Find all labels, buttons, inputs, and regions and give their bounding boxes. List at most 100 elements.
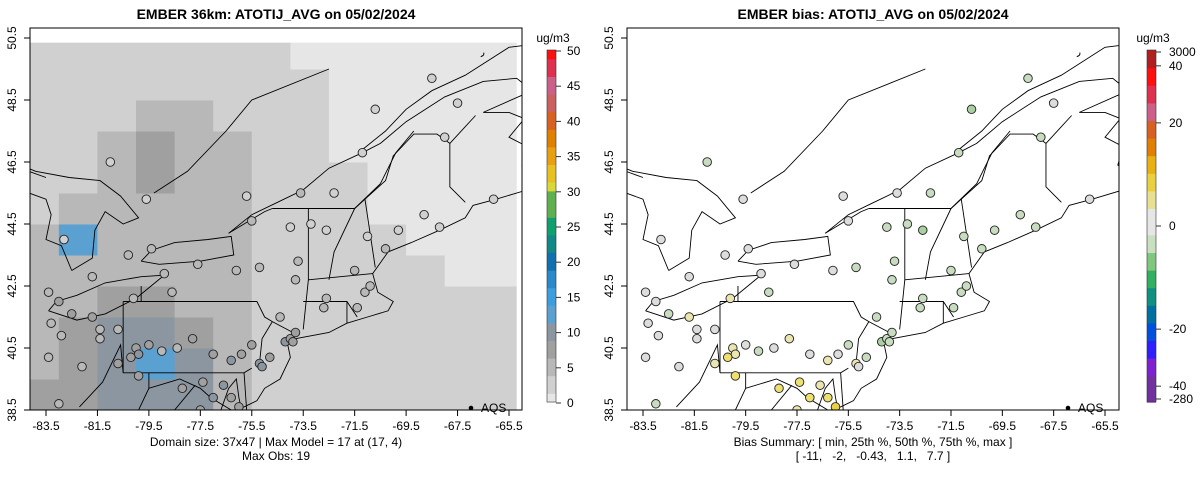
model-cell [136,162,176,194]
station-point [87,271,98,282]
state-border [243,372,248,410]
colorbar-swatch [547,261,556,271]
model-cell [97,131,137,163]
colorbar-swatch [1147,111,1156,121]
station-point [126,352,136,363]
model-cell [483,348,522,380]
lake-ontario [140,235,235,265]
station-point [288,337,298,347]
station-point [710,324,720,335]
x-tick-label: -75.5 [835,419,863,433]
colorbar-tick-label: -20 [1169,322,1187,336]
station-point [66,309,77,319]
colorbar-swatch [1147,234,1156,245]
colorbar-swatch [1147,58,1156,69]
x-tick-label: -83.5 [32,419,60,433]
station-point [961,281,972,291]
state-border [138,388,150,410]
model-cell [136,38,176,70]
legend-aqs-marker [1065,405,1071,411]
state-border [354,130,415,209]
colorbar-swatch [547,314,556,324]
station-point [843,216,854,226]
station-point [247,216,257,226]
model-cell [406,255,446,287]
colorbar-swatch [1147,243,1156,253]
model-cell [328,38,369,70]
station-point [823,392,833,403]
station-point [105,157,116,167]
model-cell [174,69,214,101]
colorbar-swatch [547,67,556,77]
model-cell [58,69,98,101]
y-tick-label: 50.5 [602,26,616,50]
station-point [925,188,936,198]
lake-huron [30,192,73,271]
colorbar-swatch [547,120,556,130]
colorbar-tick-label: 3000 [1169,45,1196,59]
model-cell [251,131,291,163]
model-cell [444,255,484,287]
station-point [794,377,805,387]
colorbar-swatch [547,331,556,341]
station-point [54,296,64,307]
station-point [290,327,301,338]
station-point [828,265,838,276]
model-cell [444,162,484,194]
colorbar-swatch [1147,270,1156,280]
station-point [293,256,303,266]
station-point [663,309,674,319]
station-point [59,234,69,245]
station-point [740,340,751,350]
station-point [123,250,134,260]
x-tick-label: -65.5 [1091,419,1119,433]
y-tick-label: 40.5 [5,336,19,360]
state-border [770,384,793,410]
x-tick-label: -77.5 [187,419,215,433]
colorbar-swatch [547,349,556,359]
station-point [956,287,967,297]
colorbar-swatch [1147,199,1156,209]
model-cell [136,379,176,410]
x-tick-label: -73.5 [886,419,914,433]
model-cell [406,131,446,163]
colorbar-tick-label: -40 [1169,379,1187,393]
footer-domain: Domain size: 37x47 | Max Model = 17 at (… [149,435,403,449]
model-cell [174,193,214,225]
station-point [167,287,177,297]
station-point [774,383,784,394]
colorbar-tick-label: 15 [567,290,581,304]
station-point [887,327,897,338]
model-cell [30,348,60,380]
station-point [753,346,764,356]
colorbar-frame [546,49,557,403]
colorbar-unit: ug/m3 [536,31,570,45]
model-cell [444,224,484,256]
station-point [275,312,285,322]
colorbar-swatch [1147,278,1156,289]
station-point [365,281,375,291]
island [480,52,485,58]
colorbar-swatch [1147,358,1156,368]
model-cell [30,162,60,194]
station-point [43,287,54,297]
station-point [1030,222,1041,232]
station-point [247,340,257,350]
colorbar-swatch [1147,208,1156,218]
model-cell [30,193,60,225]
station-point [643,318,653,328]
station-point [977,244,987,254]
station-point [488,194,499,204]
colorbar-swatch [1147,226,1156,236]
colorbar-swatch [547,138,556,148]
model-cell [406,317,446,349]
colorbar-swatch [1147,366,1156,377]
model-cell [328,224,369,256]
y-tick-label: 48.5 [5,88,19,112]
model-cell [367,379,407,410]
station-point [295,188,306,198]
station-point [234,402,244,410]
colorbar-swatch [1147,155,1156,165]
model-cell [136,100,176,132]
colorbar-swatch [1147,384,1156,394]
